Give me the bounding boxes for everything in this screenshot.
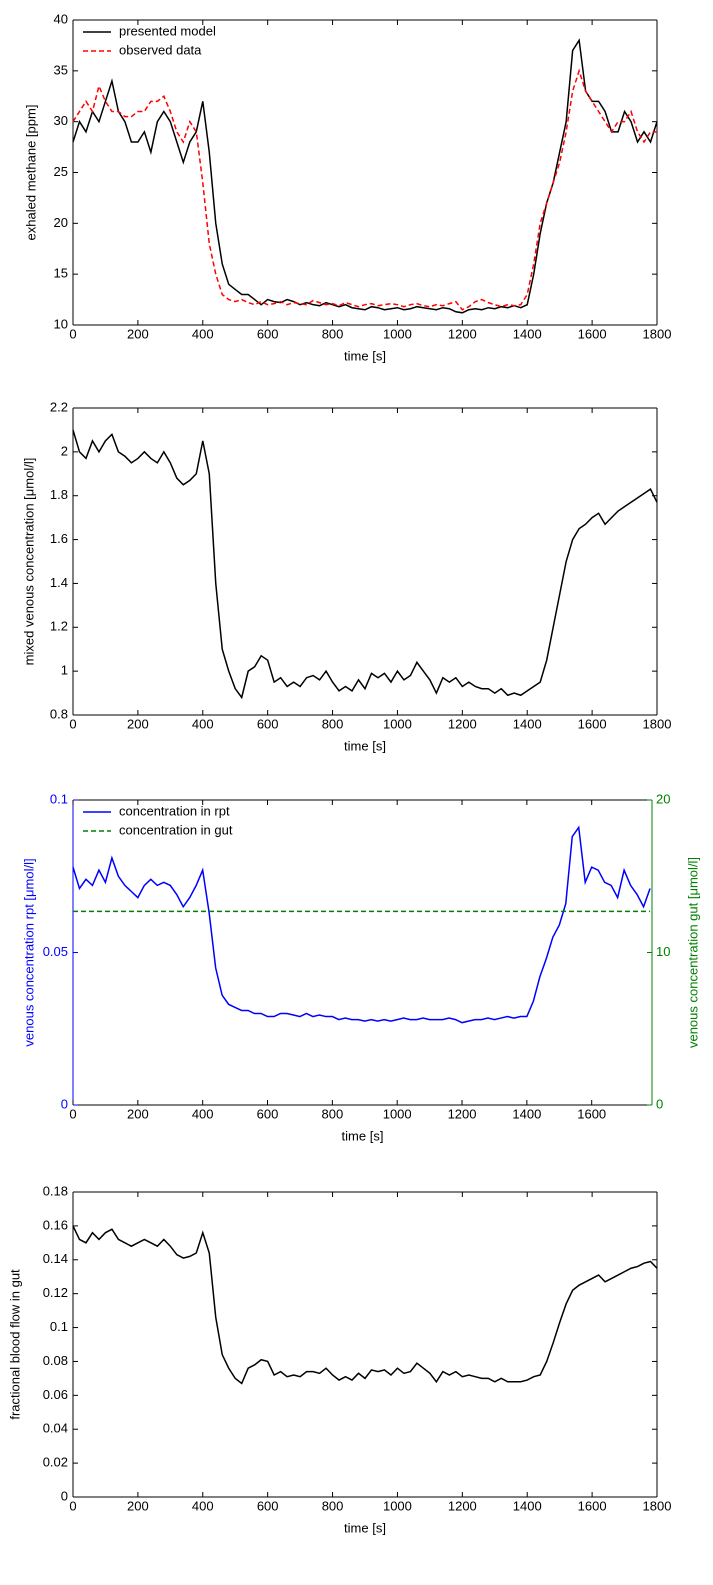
y-tick-label: 0 [61, 1488, 68, 1503]
y-tick-label: 10 [54, 316, 68, 331]
y-tick-label: 1.4 [50, 575, 68, 590]
x-tick-label: 0 [69, 326, 76, 341]
y-tick-label: 20 [54, 215, 68, 230]
y-axis-label: venous concentration rpt [μmol/l] [21, 858, 36, 1046]
x-axis-label: time [s] [344, 1520, 386, 1535]
y-tick-label: 0.1 [50, 791, 68, 806]
y-tick-label: 0.12 [43, 1285, 68, 1300]
y2-axis-label: venous concentration gut [μmol/l] [685, 857, 700, 1048]
x-tick-label: 1000 [383, 1106, 412, 1121]
x-tick-label: 800 [322, 326, 344, 341]
x-tick-label: 1200 [448, 326, 477, 341]
x-tick-label: 1000 [383, 326, 412, 341]
y-tick-label: 0.18 [43, 1183, 68, 1198]
x-tick-label: 1400 [513, 326, 542, 341]
y-tick-label: 2.2 [50, 399, 68, 414]
data-line [72, 1225, 658, 1385]
x-tick-label: 1400 [513, 1498, 542, 1513]
y-tick-label: 1 [61, 663, 68, 678]
y-tick-label: 0.06 [43, 1387, 68, 1402]
x-tick-label: 1000 [383, 716, 412, 731]
y-tick-label: 0.08 [43, 1353, 68, 1368]
x-tick-label: 200 [127, 326, 149, 341]
y-tick-label: 1.8 [50, 487, 68, 502]
x-tick-label: 800 [321, 1106, 343, 1121]
x-tick-label: 1800 [643, 716, 672, 731]
x-tick-label: 400 [192, 1106, 214, 1121]
y-tick-label: 0.1 [50, 1319, 68, 1334]
x-axis-label: time [s] [342, 1128, 384, 1143]
x-tick-label: 0 [69, 716, 76, 731]
y-tick-label: 1.6 [50, 531, 68, 546]
y-tick-label: 35 [54, 62, 68, 77]
x-tick-label: 400 [192, 716, 214, 731]
x-tick-label: 800 [322, 1498, 344, 1513]
x-tick-label: 600 [257, 1106, 279, 1121]
y-tick-label: 40 [54, 11, 68, 26]
x-tick-label: 200 [127, 1498, 149, 1513]
x-tick-label: 1600 [578, 326, 607, 341]
y-tick-label: 2 [61, 443, 68, 458]
x-tick-label: 1200 [448, 1106, 477, 1121]
x-tick-label: 0 [69, 1498, 76, 1513]
y-tick-label: 0 [656, 1096, 663, 1111]
y-tick-label: 15 [54, 266, 68, 281]
data-line [72, 429, 658, 700]
y-tick-label: 0.8 [50, 706, 68, 721]
x-tick-label: 1600 [578, 716, 607, 731]
x-axis-label: time [s] [344, 348, 386, 363]
y-axis-label: exhaled methane [ppm] [23, 105, 38, 241]
y-tick-label: 0.16 [43, 1217, 68, 1232]
x-tick-label: 800 [322, 716, 344, 731]
y-tick-label: 25 [54, 164, 68, 179]
y-tick-label: 0.14 [43, 1251, 68, 1266]
x-tick-label: 1200 [448, 1498, 477, 1513]
x-tick-label: 600 [257, 1498, 279, 1513]
legend-label: concentration in gut [119, 822, 233, 837]
legend-label: observed data [119, 42, 202, 57]
x-tick-label: 1000 [383, 1498, 412, 1513]
x-tick-label: 400 [192, 326, 214, 341]
x-tick-label: 600 [257, 716, 279, 731]
y-axis-label: mixed venous concentration [μmol/l] [21, 458, 36, 666]
x-tick-label: 1600 [577, 1106, 606, 1121]
y-tick-label: 0.04 [43, 1421, 68, 1436]
y-tick-label: 0.05 [43, 944, 68, 959]
x-axis-label: time [s] [344, 738, 386, 753]
x-tick-label: 400 [192, 1498, 214, 1513]
data-line [72, 68, 657, 311]
x-tick-label: 200 [127, 716, 149, 731]
y-tick-label: 0 [61, 1096, 68, 1111]
y-tick-label: 1.2 [50, 619, 68, 634]
y-tick-label: 10 [656, 944, 670, 959]
x-tick-label: 1800 [643, 326, 672, 341]
y-tick-label: 20 [656, 791, 670, 806]
y-tick-label: 30 [54, 113, 68, 128]
x-tick-label: 1400 [512, 1106, 541, 1121]
data-line [72, 825, 651, 1024]
y-tick-label: 0.02 [43, 1455, 68, 1470]
legend-label: presented model [119, 23, 216, 38]
x-tick-label: 1600 [578, 1498, 607, 1513]
data-line [72, 38, 658, 314]
x-tick-label: 1200 [448, 716, 477, 731]
x-tick-label: 200 [127, 1106, 149, 1121]
x-tick-label: 600 [257, 326, 279, 341]
x-tick-label: 1800 [643, 1498, 672, 1513]
y-axis-label: fractional blood flow in gut [7, 1269, 22, 1420]
x-tick-label: 0 [69, 1106, 76, 1121]
x-tick-label: 1400 [513, 716, 542, 731]
legend-label: concentration in rpt [119, 803, 230, 818]
